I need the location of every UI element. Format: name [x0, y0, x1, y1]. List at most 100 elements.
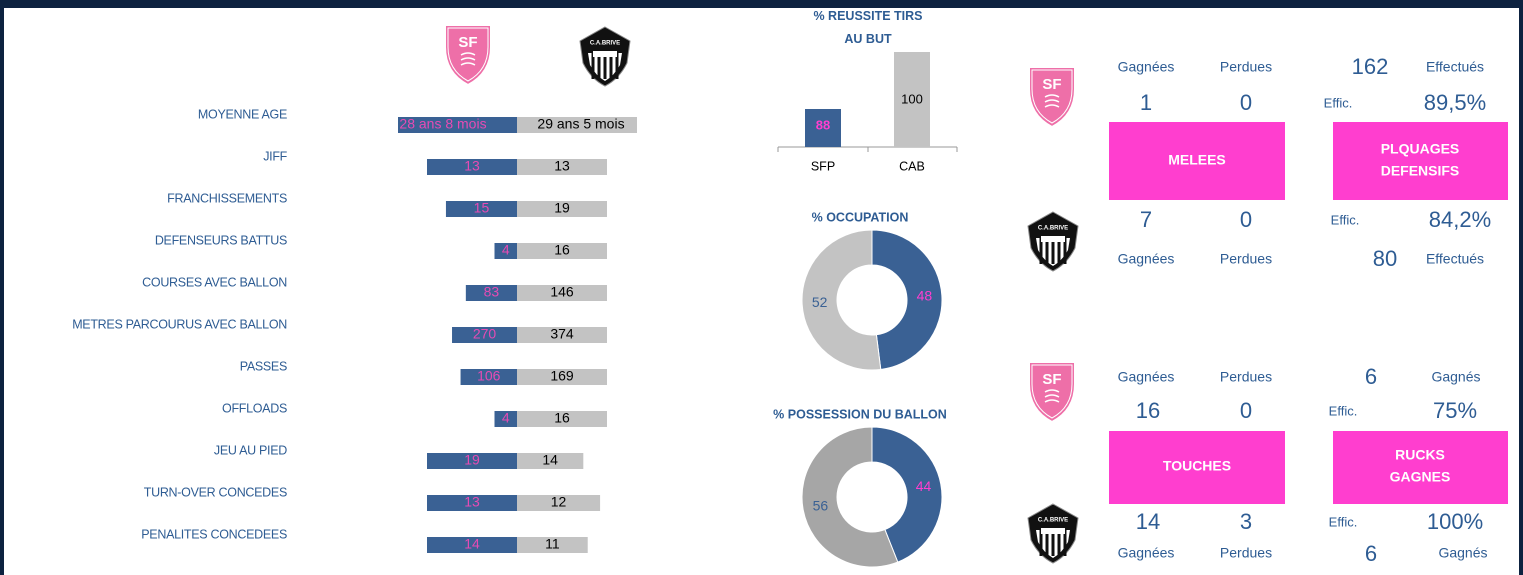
logo-text: C.A.BRIVE — [1038, 226, 1068, 232]
age-bar — [398, 117, 517, 133]
value: 3 — [1240, 509, 1252, 534]
row-label: TURN-OVER CONCEDES — [144, 485, 287, 499]
logo-stripe — [460, 57, 476, 61]
data-label: 16 — [554, 242, 570, 258]
row-label: JIFF — [263, 149, 287, 163]
value: 7 — [1140, 207, 1152, 232]
logo-stripe — [1044, 399, 1060, 403]
value: 0 — [1240, 90, 1252, 115]
cab-logo: C.A.BRIVE — [1027, 211, 1079, 272]
logo-stripe — [609, 53, 613, 79]
value: 6 — [1365, 541, 1377, 566]
data-label: 88 — [816, 117, 830, 132]
value: 0 — [1240, 207, 1252, 232]
cab-logo: C.A.BRIVE — [1027, 503, 1079, 564]
x-tick-label: SFP — [811, 159, 835, 173]
value: 75% — [1433, 398, 1477, 423]
data-label: 4 — [502, 410, 510, 426]
donut-slice — [801, 426, 899, 568]
box-title: MELEES — [1168, 152, 1226, 168]
data-label: 100 — [901, 91, 923, 106]
logo-text: SF — [1042, 76, 1061, 93]
data-label: 13 — [554, 158, 570, 174]
logo-stripe — [1039, 238, 1043, 264]
column-head: Perdues — [1220, 59, 1272, 75]
column-head: Gagnées — [1118, 59, 1175, 75]
shield — [444, 24, 492, 87]
row-label: MOYENNE AGE — [198, 107, 287, 121]
bar — [517, 159, 607, 175]
data-label: 14 — [464, 536, 480, 552]
shield-border — [447, 27, 489, 82]
column-foot: Perdues — [1220, 545, 1272, 561]
caption: Gagnés — [1438, 545, 1487, 561]
data-label: 48 — [917, 287, 933, 303]
x-tick-label: CAB — [899, 159, 925, 173]
box-title: TOUCHES — [1163, 458, 1231, 474]
bar — [494, 243, 517, 259]
value: 16 — [1136, 398, 1160, 423]
data-label: 106 — [477, 368, 501, 384]
box-title: GAGNES — [1390, 469, 1451, 485]
value: 6 — [1365, 364, 1377, 389]
logo-text: SF — [1042, 371, 1061, 388]
bar — [517, 201, 607, 217]
logo-stripe — [1045, 530, 1049, 556]
row-label: COURSES AVEC BALLON — [142, 275, 287, 289]
rucks-box — [1333, 431, 1508, 504]
data-label: 83 — [484, 284, 500, 300]
logo-stripe — [597, 53, 601, 79]
shield-border — [1031, 69, 1073, 124]
row-label: METRES PARCOURUS AVEC BALLON — [72, 317, 287, 331]
chart-title: % REUSSITE TIRS AU BUT — [813, 9, 922, 46]
bar — [517, 243, 607, 259]
logo-stripe — [1045, 238, 1049, 264]
data-label: 56 — [813, 498, 829, 514]
logo-stripe — [460, 62, 476, 66]
logo-text: SF — [458, 34, 477, 51]
value: 14 — [1136, 509, 1160, 534]
data-label: 14 — [542, 452, 558, 468]
value: 162 — [1352, 54, 1389, 79]
caption: Effectués — [1426, 251, 1484, 267]
caption: Effic. — [1331, 212, 1360, 227]
logo-stripe — [1044, 104, 1060, 108]
logo-stripe — [1044, 99, 1060, 103]
bar — [517, 495, 601, 511]
logo-band — [1041, 236, 1065, 242]
value: 100% — [1427, 509, 1483, 534]
bar — [427, 495, 517, 511]
data-label: 15 — [474, 200, 490, 216]
bar — [427, 537, 517, 553]
logo-text: C.A.BRIVE — [1038, 518, 1068, 524]
bar — [517, 285, 607, 301]
age-bar — [517, 117, 637, 133]
value: 80 — [1373, 246, 1397, 271]
logo-stripe — [1044, 389, 1060, 393]
caption: Effic. — [1329, 514, 1358, 529]
donut-slice — [871, 229, 943, 371]
data-label: 19 — [554, 200, 570, 216]
sfp-logo: SF — [1028, 66, 1076, 129]
column-foot: Perdues — [1220, 251, 1272, 267]
bar — [805, 109, 841, 147]
data-label: 12 — [551, 494, 567, 510]
bar — [517, 411, 607, 427]
melees-box — [1109, 122, 1285, 200]
row-label: FRANCHISSEMENTS — [167, 191, 287, 205]
bar — [445, 201, 517, 217]
logo-stripe — [615, 53, 619, 79]
data-label: 374 — [550, 326, 574, 342]
sfp-logo: SF — [1028, 361, 1076, 424]
logo-stripe — [1063, 530, 1067, 556]
shield — [1028, 66, 1076, 129]
bar — [465, 285, 517, 301]
value: 89,5% — [1424, 90, 1486, 115]
column-foot: Gagnées — [1118, 545, 1175, 561]
logo-stripe — [1044, 94, 1060, 98]
bar — [427, 453, 517, 469]
sfp-logo: SF — [444, 24, 492, 87]
bar — [517, 327, 607, 343]
bar — [894, 52, 930, 147]
